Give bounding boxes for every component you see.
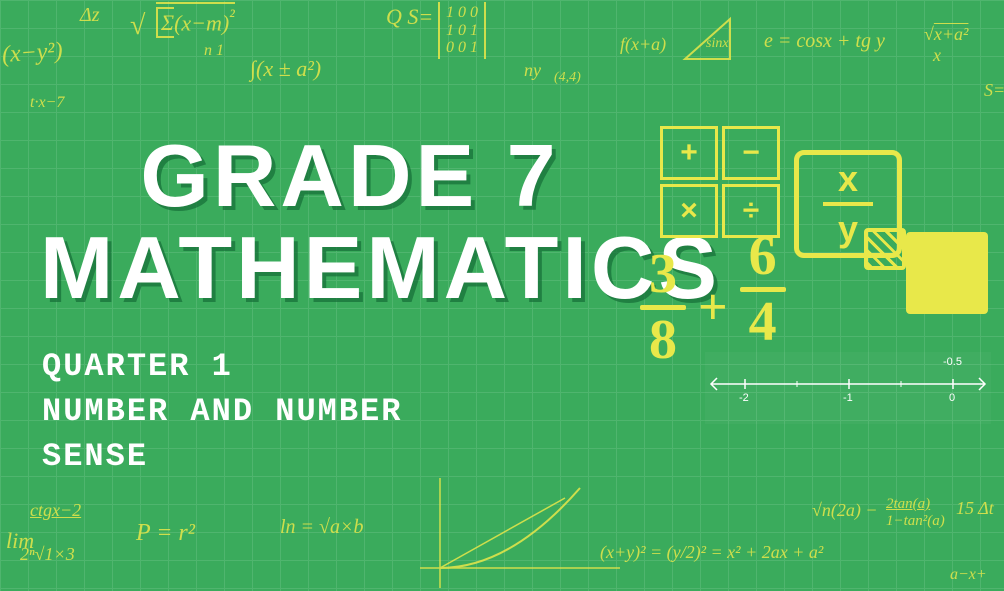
decor-formula: ∫(x ± a²): [250, 56, 321, 82]
fraction-left-den: 8: [649, 314, 677, 367]
decor-formula: (4,4): [554, 70, 581, 86]
decor-formula: ΣΣ(x−m)²(x−m)²: [156, 2, 235, 36]
op-times-icon: ×: [660, 184, 718, 238]
main-title-line2: MATHEMATICS: [40, 222, 660, 314]
decor-formula: ny: [524, 60, 541, 81]
decor-formula: (x+y)² = (y/2)² = x² + 2ax + a²: [600, 542, 823, 563]
decor-formula: f(x+a): [620, 34, 666, 55]
decor-formula: ctgx−2: [30, 500, 81, 521]
operator-grid-icon: + − × ÷: [660, 126, 780, 238]
decor-triangle: [680, 14, 740, 64]
subtitle-line3: SENSE: [42, 435, 562, 480]
decor-formula: n 1: [204, 42, 224, 60]
numline-half-label: -0.5: [943, 356, 962, 368]
decor-formula: e = cosx + tg y: [764, 30, 885, 53]
op-plus-icon: +: [660, 126, 718, 180]
subtitle-block: QUARTER 1 NUMBER AND NUMBER SENSE: [42, 345, 562, 479]
decor-formula: S=: [984, 80, 1004, 101]
xy-bar: [823, 202, 873, 206]
fraction-left-num: 3: [649, 248, 677, 301]
numline-tick-zero: 0: [949, 392, 955, 404]
decor-formula: a−x+: [950, 566, 987, 584]
xy-denominator: y: [838, 208, 858, 250]
numline-svg: [705, 374, 991, 394]
decor-formula: P = r²: [136, 520, 195, 547]
fraction-right: 6 4: [740, 230, 786, 349]
numline-tick-neg1: -1: [843, 392, 853, 404]
fraction-plus: +: [698, 278, 728, 337]
hatched-square-icon: [864, 228, 906, 270]
decor-formula: √x+a² x: [924, 24, 968, 66]
fraction-right-den: 4: [749, 296, 777, 349]
op-minus-icon: −: [722, 126, 780, 180]
fraction-addition: 3 8 + 6 4: [640, 248, 786, 367]
decor-formula: 2tan(a)1−tan²(a): [886, 496, 945, 530]
decor-formula: √n(2a) −: [812, 500, 878, 521]
decor-formula: (x−y²): [1, 38, 63, 69]
decor-formula: t·x−7: [30, 94, 64, 112]
numline-tick-neg2: -2: [739, 392, 749, 404]
decor-formula: sinx: [706, 36, 729, 52]
fraction-left: 3 8: [640, 248, 686, 367]
decor-formula: 15 Δt: [956, 498, 994, 519]
decor-axes: [420, 478, 620, 590]
decor-formula: ln = √a×b: [280, 516, 364, 539]
decor-formula: Δz: [80, 4, 100, 27]
decor-sqrt: √: [130, 10, 145, 42]
subtitle-line2: NUMBER AND NUMBER: [42, 390, 562, 435]
solid-square-icon: [906, 232, 988, 314]
slide-canvas: (x−y²) Δz ΣΣ(x−m)²(x−m)² √ n 1 ∫(x ± a²)…: [0, 0, 1004, 591]
decor-formula: Q S=: [386, 4, 433, 30]
xy-numerator: x: [838, 158, 858, 200]
title-block: GRADE 7 MATHEMATICS: [40, 130, 660, 315]
decor-formula: 2ⁿ√1×3: [20, 544, 75, 565]
decor-matrix: 1 0 01 0 10 0 1: [438, 2, 486, 59]
main-title-line1: GRADE 7: [40, 130, 660, 222]
number-line: -0.5 -2 -1 0: [705, 352, 991, 424]
decor-formula: lim: [6, 528, 34, 554]
fraction-right-num: 6: [749, 230, 777, 283]
subtitle-line1: QUARTER 1: [42, 345, 562, 390]
